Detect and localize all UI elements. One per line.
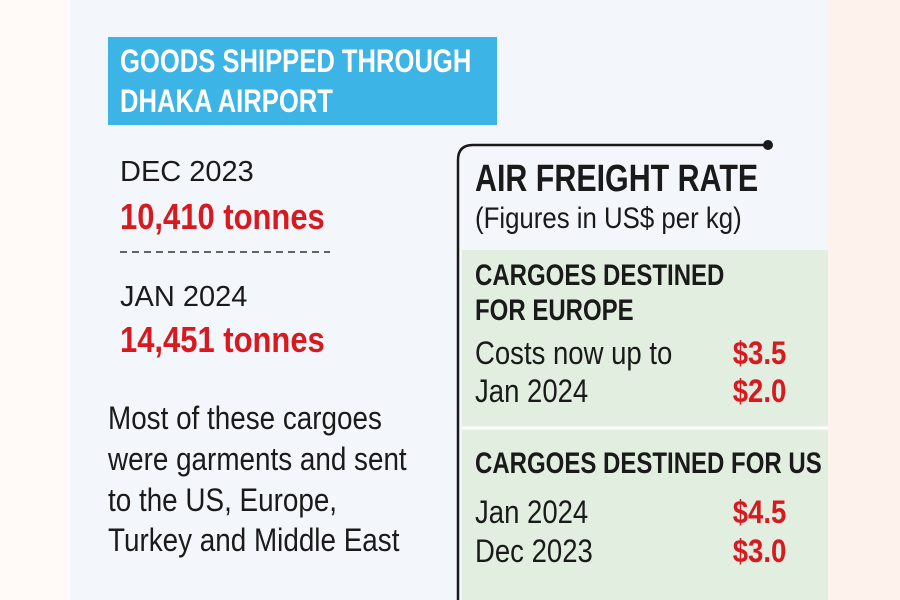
note-line: Most of these cargoes [108, 400, 382, 436]
title-line: GOODS SHIPPED THROUGH [120, 43, 472, 79]
note-line: to the US, Europe, [108, 482, 338, 518]
rate-label: Costs now up to [475, 335, 673, 371]
rate-box [462, 250, 828, 600]
bracket [456, 143, 768, 600]
note-line: Turkey and Middle East [108, 522, 400, 558]
freight-subtitle: (Figures in US$ per kg) [475, 202, 742, 235]
amount: 10,410 tonnes [120, 196, 325, 237]
period: JAN 2024 [120, 281, 248, 313]
rate-value: $2.0 [732, 373, 786, 409]
rate-value: $4.5 [732, 494, 786, 530]
margin [0, 0, 70, 600]
bracket-dot [763, 140, 773, 150]
rate-label: Jan 2024 [475, 494, 589, 530]
note-line: were garments and sent [108, 441, 407, 477]
rate-value: $3.5 [732, 335, 786, 371]
title-line: DHAKA AIRPORT [120, 83, 333, 119]
section-heading: CARGOES DESTINED [475, 259, 725, 292]
rate-label: Dec 2023 [475, 533, 593, 569]
freight-title: AIR FREIGHT RATE [475, 158, 759, 200]
period: DEC 2023 [120, 156, 254, 188]
rate-value: $3.0 [732, 533, 786, 569]
section-heading: CARGOES DESTINED FOR US [475, 447, 822, 480]
rate-label: Jan 2024 [475, 373, 589, 409]
section-heading: FOR EUROPE [475, 294, 634, 327]
amount: 14,451 tonnes [120, 319, 325, 360]
title-box: GOODS SHIPPED THROUGH DHAKA AIRPORT [108, 37, 497, 125]
